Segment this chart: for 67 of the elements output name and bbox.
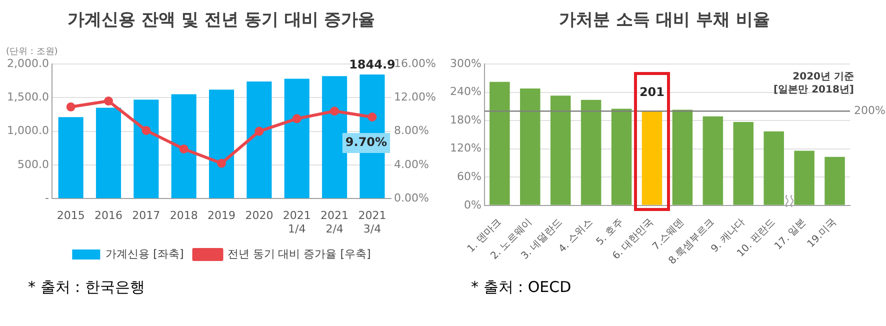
bar bbox=[733, 122, 754, 205]
y-tick-label: 180% bbox=[450, 113, 482, 126]
bar bbox=[322, 76, 348, 198]
point bbox=[254, 126, 264, 136]
point bbox=[217, 158, 226, 168]
y-tick-label: - bbox=[45, 191, 49, 204]
y-tick-label: 300% bbox=[450, 56, 482, 70]
bar bbox=[208, 90, 234, 198]
bar bbox=[96, 108, 122, 198]
bar bbox=[134, 100, 159, 198]
legend-label: 가계신용 [좌축] bbox=[106, 247, 184, 260]
legend-label: 전년 동기 대비 증가율 [우축] bbox=[227, 247, 371, 260]
x-tick-label: 2020 bbox=[245, 209, 274, 222]
bar bbox=[794, 150, 814, 205]
bar bbox=[246, 82, 272, 198]
y-tick-label: 2,000.0 bbox=[6, 56, 49, 70]
x-tick-label: 2015 bbox=[56, 209, 85, 222]
x-tick-label: 2021 1/4 bbox=[282, 209, 311, 236]
ref-line-label: 200% bbox=[854, 104, 886, 117]
y-tick-label: 500.0 bbox=[17, 158, 49, 171]
point bbox=[292, 114, 302, 124]
data-label: 9.70% bbox=[345, 135, 388, 150]
text: 2020년 기준 [일본만 2018년] bbox=[774, 72, 854, 96]
bar bbox=[611, 108, 632, 205]
bar bbox=[702, 116, 724, 205]
bar bbox=[284, 78, 310, 198]
y-tick-label: 0% bbox=[464, 198, 482, 212]
bar bbox=[580, 100, 602, 205]
y-tick-label: 1,000.0 bbox=[6, 124, 49, 138]
point bbox=[66, 102, 76, 112]
bar bbox=[550, 96, 571, 205]
bar bbox=[520, 88, 540, 205]
y2-tick-label: 4.00% bbox=[394, 158, 430, 171]
text: * 출처 : OECD bbox=[471, 278, 572, 297]
x-tick-label: 2021 3/4 bbox=[358, 209, 386, 236]
y-tick-label: 60% bbox=[456, 170, 482, 183]
y2-tick-label: 0.00% bbox=[394, 191, 430, 204]
point bbox=[142, 126, 151, 135]
x-tick-label: 17. 일본 bbox=[772, 216, 808, 252]
bar bbox=[642, 110, 662, 205]
x-tick-label: 2021 2/4 bbox=[320, 209, 349, 236]
bar bbox=[764, 131, 784, 205]
y2-tick-label: 12.00% bbox=[394, 90, 436, 104]
x-tick-label: 2016 bbox=[94, 209, 122, 222]
y-tick-label: 120% bbox=[450, 142, 482, 155]
bar bbox=[824, 156, 845, 205]
point bbox=[330, 106, 340, 116]
chart-title: 가처분 소득 대비 부채 비율 bbox=[558, 9, 771, 32]
y2-tick-label: 16.00% bbox=[394, 56, 436, 70]
text: * 출처 : 한국은행 bbox=[28, 278, 146, 297]
point bbox=[104, 96, 113, 106]
x-tick-label: 2018 bbox=[170, 209, 198, 222]
bar bbox=[672, 110, 693, 205]
x-tick-label: 2017 bbox=[132, 209, 160, 222]
bar bbox=[490, 82, 510, 205]
bar bbox=[171, 94, 196, 198]
x-tick-label: 2019 bbox=[208, 209, 236, 222]
data-label: 201 bbox=[639, 84, 665, 99]
y-tick-label: 240% bbox=[450, 85, 482, 98]
bar bbox=[58, 117, 84, 198]
y-axis-title: (단위 : 조원) bbox=[6, 46, 58, 57]
y-tick-label: 1,500.0 bbox=[6, 90, 49, 104]
chart-title: 가계신용 잔액 및 전년 동기 대비 증가율 bbox=[66, 9, 376, 32]
y2-tick-label: 8.00% bbox=[394, 124, 430, 138]
data-label: 1844.9 bbox=[349, 58, 396, 72]
point bbox=[368, 112, 377, 122]
point bbox=[179, 144, 188, 154]
